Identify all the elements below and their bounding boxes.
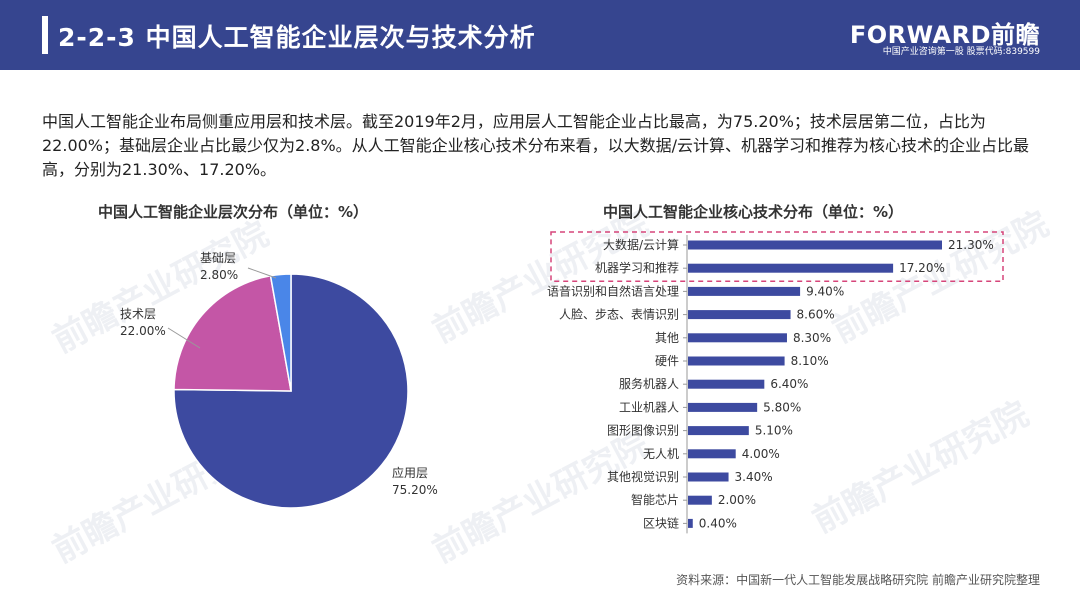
bar-value-label: 17.20% (899, 261, 945, 275)
bar-value-label: 6.40% (770, 377, 808, 391)
bar-value-label: 2.00% (718, 493, 756, 507)
bar-category-label: 无人机 (643, 447, 679, 461)
bar (688, 449, 736, 459)
bar (688, 379, 765, 389)
bar (688, 240, 942, 250)
bar-category-label: 人脸、步态、表情识别 (559, 308, 679, 322)
bar-value-label: 0.40% (699, 516, 737, 530)
bar-category-label: 区块链 (643, 515, 679, 530)
bar (688, 286, 801, 296)
bar-category-label: 工业机器人 (619, 400, 679, 414)
bar-value-label: 5.80% (763, 400, 801, 414)
bar (688, 495, 712, 505)
bar-value-label: 8.10% (791, 354, 829, 368)
pie-slice-label: 应用层 (392, 465, 428, 480)
bar-category-label: 大数据/云计算 (603, 237, 679, 252)
pie-chart-title: 中国人工智能企业层次分布（单位：%） (98, 203, 369, 221)
bar-value-label: 9.40% (806, 284, 844, 298)
logo-subtitle: 中国产业咨询第一股 股票代码:839599 (882, 47, 1040, 57)
pie-slice-value: 22.00% (120, 324, 166, 338)
bar-category-label: 其他 (655, 331, 679, 345)
pie-slice (173, 273, 409, 509)
bar-value-label: 4.00% (742, 447, 780, 461)
bar-value-label: 3.40% (735, 470, 773, 484)
title-accent-bar (42, 16, 48, 54)
bar (688, 518, 693, 528)
bar-category-label: 语音识别和自然语言处理 (547, 283, 679, 298)
bar-category-label: 图形图像识别 (607, 424, 679, 438)
source-note: 资料来源：中国新一代人工智能发展战略研究院 前瞻产业研究院整理 (676, 573, 1040, 587)
bar-category-label: 硬件 (655, 354, 679, 368)
bar-category-label: 机器学习和推荐 (595, 260, 679, 275)
pie-leader-line (167, 327, 201, 349)
page-title: 2-2-3 中国人工智能企业层次与技术分析 (58, 23, 536, 52)
bar-value-label: 5.10% (755, 424, 793, 438)
bar-value-label: 21.30% (948, 238, 994, 252)
bar (688, 472, 729, 482)
bar-value-label: 8.60% (797, 308, 835, 322)
bar-value-label: 8.30% (793, 331, 831, 345)
pie-slice-value: 2.80% (200, 268, 238, 282)
bar (688, 356, 785, 366)
bar-category-label: 其他视觉识别 (607, 469, 679, 484)
bar-chart-title: 中国人工智能企业核心技术分布（单位：%） (603, 203, 904, 221)
intro-paragraph: 中国人工智能企业布局侧重应用层和技术层。截至2019年2月，应用层人工智能企业占… (42, 112, 1030, 179)
header-banner: 2-2-3 中国人工智能企业层次与技术分析 FORWARD前瞻 中国产业咨询第一… (0, 0, 1080, 70)
bar-category-label: 智能芯片 (631, 492, 679, 507)
bar (688, 402, 758, 412)
highlight-box (550, 231, 1004, 282)
pie-slice-label: 技术层 (120, 307, 156, 321)
bar (688, 263, 894, 273)
pie-slice-label: 基础层 (200, 251, 236, 265)
pie-leader-line (247, 267, 277, 279)
forward-logo: FORWARD前瞻 (849, 21, 1040, 49)
pie-slice (173, 274, 292, 392)
bar (688, 333, 787, 343)
bar (688, 426, 749, 436)
bar (688, 310, 791, 320)
bar-category-label: 服务机器人 (619, 376, 679, 391)
pie-slice-value: 75.20% (392, 483, 438, 497)
